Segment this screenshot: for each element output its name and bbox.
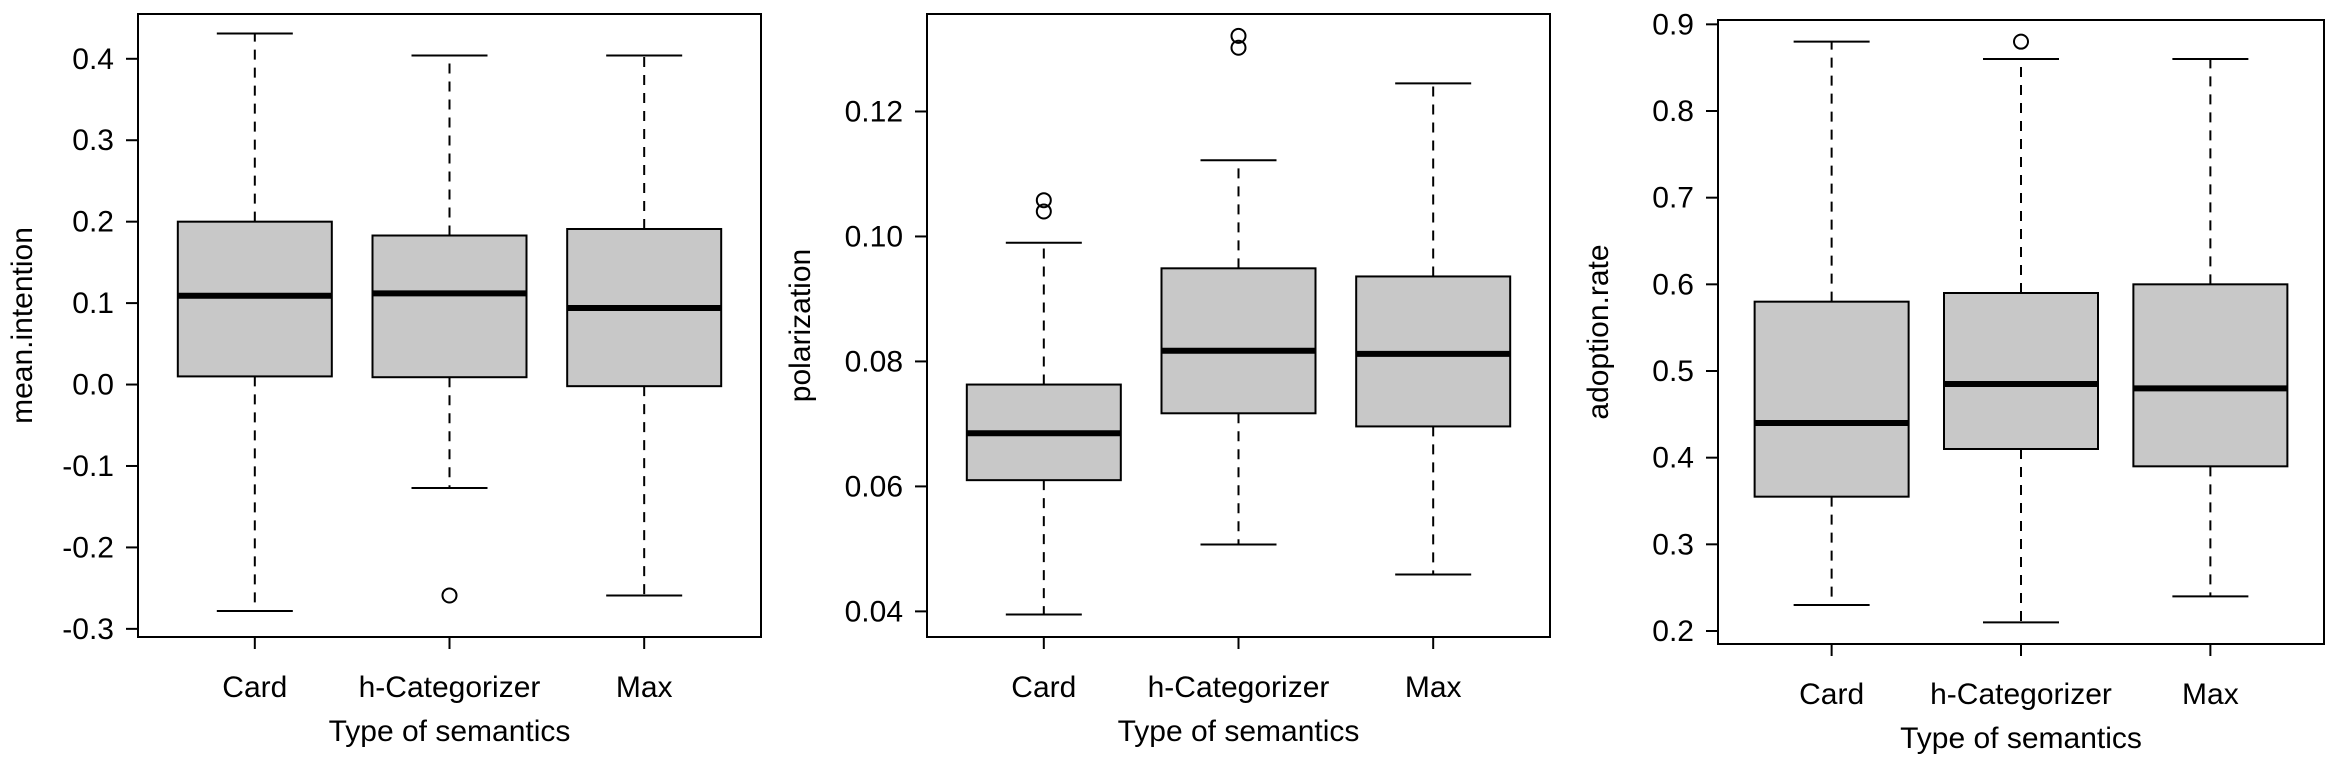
outlier-point (2013, 33, 2029, 50)
x-axis-title: Type of semantics (329, 715, 571, 748)
outlier-point (1035, 203, 1052, 220)
x-tick-label: Max (616, 671, 673, 704)
y-tick-label: 0.8 (1652, 95, 1694, 128)
x-tick-label: h-Categorizer (359, 671, 541, 704)
box-h-categorizer (1160, 27, 1317, 546)
panel-2: 0.04 0.06 0.08 0.10 0.12 Card h-Categorizer Max… (784, 13, 1551, 748)
outlier-point (441, 587, 458, 604)
y-tick-label: 0.4 (1652, 442, 1694, 475)
y-tick-label: 0.0 (72, 369, 114, 402)
box-max (566, 54, 723, 597)
box-card (1753, 40, 1910, 606)
outlier-point (1035, 192, 1052, 209)
outlier-point (1230, 27, 1247, 44)
y-tick-label: 0.6 (1652, 268, 1694, 301)
box-iqr (1753, 300, 1910, 498)
x-tick-label: Card (1799, 678, 1864, 711)
y-axis-title: adoption.rate (1582, 244, 1615, 419)
y-tick-label: 0.3 (1652, 528, 1694, 561)
y-tick-label: 0.1 (72, 287, 114, 320)
y-tick-label: 0.4 (72, 43, 114, 76)
y-tick-label: 0.2 (1652, 615, 1694, 648)
y-tick-label: -0.3 (62, 613, 114, 646)
box-iqr (176, 220, 333, 378)
x-tick-label: Max (1405, 671, 1462, 704)
y-tick-label: 0.08 (845, 345, 903, 378)
y-tick-label: 0.5 (1652, 355, 1694, 388)
box-max (2132, 58, 2289, 598)
y-axis-title: polarization (784, 249, 817, 402)
outlier-point (1230, 39, 1247, 56)
box-h-categorizer (1943, 33, 2099, 624)
box-iqr (371, 234, 528, 379)
y-tick-label: -0.2 (62, 531, 114, 564)
y-tick-label: 0.04 (845, 595, 903, 628)
y-tick-label: 0.12 (845, 95, 903, 128)
panel-3: 0.2 0.3 0.4 0.5 0.6 0.7 0.8 0.9 Card h-Categorize… (1582, 8, 2325, 755)
box-max (1355, 82, 1512, 576)
y-tick-label: 0.2 (72, 206, 114, 239)
y-axis-title: mean.intention (6, 227, 39, 424)
y-tick-label: 0.10 (845, 220, 903, 253)
y-tick-label: 0.7 (1652, 182, 1694, 215)
box-card (965, 192, 1122, 616)
panel-1: -0.3 -0.2 -0.1 0.0 0.1 0.2 0.3 0.4 Card h-Categor… (6, 13, 762, 748)
x-tick-label: Max (2182, 678, 2239, 711)
y-tick-label: 0.06 (845, 470, 903, 503)
x-tick-label: h-Categorizer (1930, 678, 2112, 711)
y-tick-label: 0.9 (1652, 8, 1694, 41)
box-iqr (2132, 283, 2289, 468)
y-tick-label: -0.1 (62, 450, 114, 483)
y-tick-label: 0.3 (72, 124, 114, 157)
box-h-categorizer (371, 54, 528, 604)
x-axis-title: Type of semantics (1118, 715, 1360, 748)
box-card (176, 32, 333, 612)
x-tick-label: Card (222, 671, 287, 704)
x-tick-label: Card (1011, 671, 1076, 704)
x-tick-label: h-Categorizer (1148, 671, 1330, 704)
x-axis-title: Type of semantics (1900, 722, 2142, 755)
box-iqr (1160, 267, 1317, 415)
box-iqr (1943, 292, 2099, 450)
